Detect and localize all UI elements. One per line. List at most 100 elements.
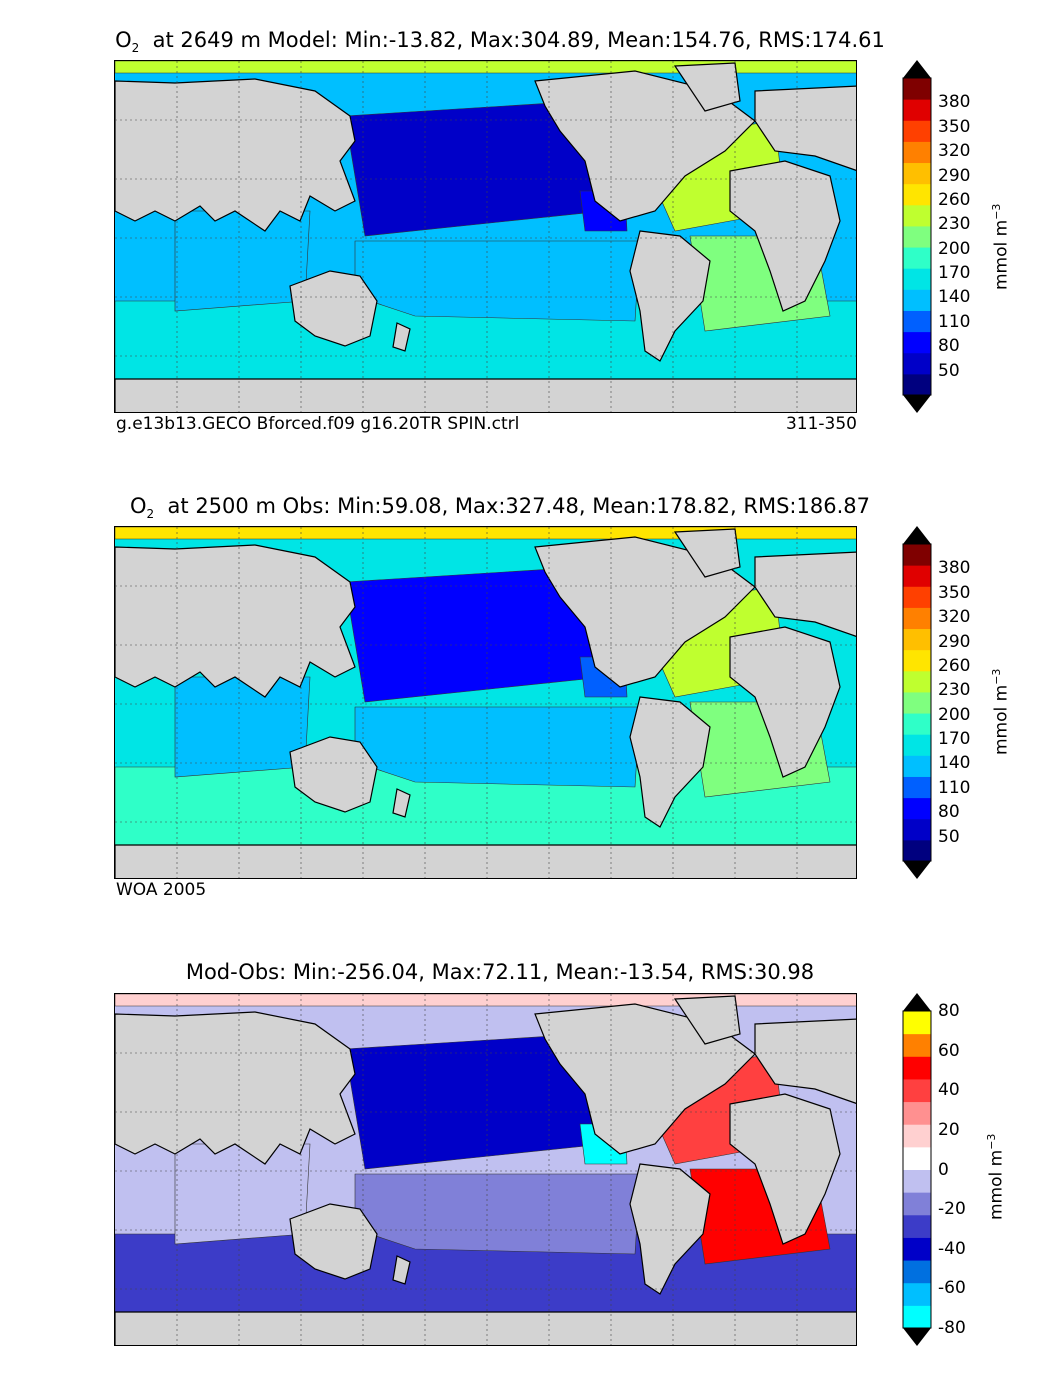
region-arctic [115,61,856,74]
panel-model: O2 at 2649 m Model: Min:-13.82, Max:304.… [0,0,1041,460]
colorbar-segment [903,162,931,185]
colorbar-svg [902,526,932,879]
map-svg [115,994,856,1345]
landmass [289,1203,378,1280]
landmass [629,696,711,828]
colorbar-segment [903,204,931,227]
colorbar-segment [903,1237,931,1261]
landmass [115,1011,356,1165]
colorbar-segment [903,1101,931,1125]
colorbar-segment [903,183,931,206]
colorbar-tick-label: 200 [938,238,971,259]
landmass [115,544,356,698]
landmass [673,528,741,578]
colorbar [902,993,932,1346]
colorbar-extend-max [903,60,931,78]
colorbar-segment [903,607,931,630]
colorbar-segment [903,713,931,735]
colorbar-frame [902,1010,932,1329]
colorbar-segment [903,141,931,164]
colorbar-tick-label: 350 [938,116,971,137]
landmass [754,85,856,171]
colorbar-tick-label: 170 [938,729,971,750]
colorbar-tick-label: 60 [938,1040,960,1061]
colorbar-tick-label: 50 [938,826,960,847]
colorbar-segment [903,352,931,375]
case-name: g.e13b13.GECO Bforced.f09 g16.20TR SPIN.… [116,414,520,434]
colorbar-tick-label: 350 [938,582,971,603]
ocean-map [114,993,857,1346]
colorbar-tick-label: 140 [938,753,971,774]
colorbar-tick-label: 200 [938,704,971,725]
colorbar-tick-label: 50 [938,360,960,381]
colorbar-segment [903,818,931,841]
landmass [392,322,411,352]
colorbar-segment [903,1214,931,1238]
colorbar-tick-label: 80 [938,336,960,357]
colorbar-segment [903,331,931,354]
landmass [729,1093,841,1245]
colorbar-segment [903,373,931,396]
colorbar-segment [903,1011,931,1035]
map-svg [115,527,856,878]
colorbar-segment [903,247,931,269]
colorbar-segment [903,225,931,248]
colorbar-tick-label: 110 [938,777,971,798]
colorbar-segment [903,1305,931,1329]
colorbar-segment [903,99,931,121]
colorbar-segment [903,586,931,608]
colorbar-tick-label: 230 [938,680,971,701]
colorbar-segment [903,1192,931,1216]
colorbar-segment [903,120,931,142]
colorbar [902,60,932,413]
colorbar-tick-label: -20 [938,1199,966,1220]
colorbar-segment [903,1056,931,1080]
colorbar-unit: mmol m−3 [985,1133,1007,1220]
colorbar-tick-label: 40 [938,1080,960,1101]
panel-title: O2 at 2649 m Model: Min:-13.82, Max:304.… [115,28,885,56]
region-arctic [115,527,856,540]
colorbar-segment [903,1033,931,1057]
landmass [392,1255,411,1285]
colorbar-segment [903,628,931,651]
colorbar-tick-label: 290 [938,165,971,186]
landmass [115,1311,856,1345]
colorbar-tick-label: 380 [938,558,971,579]
landmass [289,736,378,813]
landmass [729,160,841,312]
colorbar-tick-label: -80 [938,1318,966,1338]
colorbar-tick-label: 290 [938,631,971,652]
colorbar-segment [903,797,931,820]
colorbar-tick-label: 170 [938,263,971,284]
colorbar-segment [903,565,931,587]
year-range: 311-350 [785,414,857,434]
colorbar-svg [902,993,932,1346]
colorbar-tick-label: 80 [938,802,960,823]
colorbar-tick-label: 260 [938,189,971,210]
colorbar-tick-label: -40 [938,1238,966,1259]
colorbar-svg [902,60,932,413]
colorbar-segment [903,776,931,799]
colorbar-segment [903,691,931,714]
colorbar-tick-label: 260 [938,655,971,676]
colorbar-segment [903,649,931,672]
landmass [629,230,711,362]
colorbar-segment [903,670,931,693]
colorbar [902,526,932,879]
colorbar-segment [903,544,931,566]
landmass [673,62,741,112]
colorbar-tick-label: 380 [938,92,971,113]
colorbar-tick-label: 230 [938,214,971,235]
region-indian-ocean [174,1143,311,1245]
landmass [392,788,411,818]
colorbar-segment [903,839,931,862]
landmass [754,1018,856,1104]
colorbar-segment [903,755,931,777]
colorbar-extend-min [903,1328,931,1346]
colorbar-segment [903,1146,931,1170]
landmass [115,78,356,232]
colorbar-segment [903,1260,931,1284]
landmass [673,995,741,1045]
colorbar-segment [903,1078,931,1103]
